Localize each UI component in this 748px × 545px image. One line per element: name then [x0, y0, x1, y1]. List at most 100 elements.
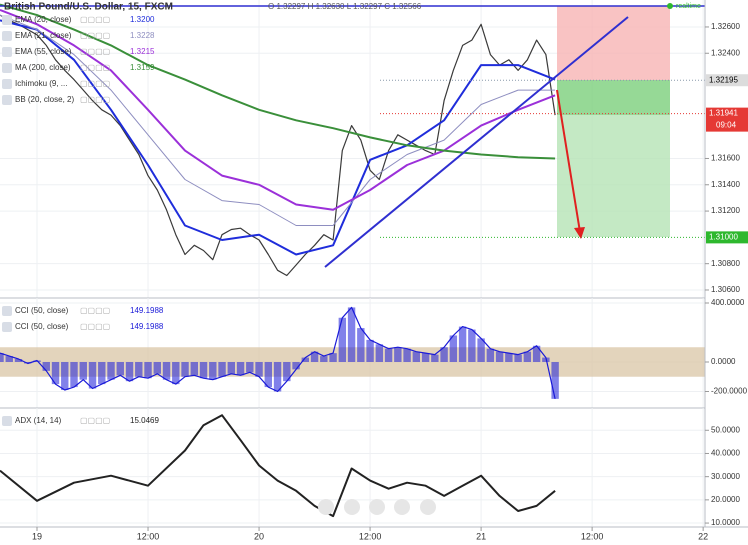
legend-value: 1.3228	[130, 31, 155, 40]
legend-icon	[2, 95, 12, 105]
bar	[514, 354, 522, 362]
bar	[255, 361, 263, 377]
label-layer: 1.30600 1.30800 1.31200 1.31400 1.31600 1.324…	[2, 15, 748, 541]
zoom-in[interactable]	[420, 499, 436, 515]
trend-line[interactable]	[324, 16, 629, 268]
y-tick-label: 1.31400	[711, 180, 740, 189]
bar	[162, 361, 171, 380]
bar	[24, 361, 32, 364]
y-tick-label: 10.0000	[711, 518, 740, 527]
legend-icon	[2, 47, 12, 57]
x-tick-label: 12:00	[581, 531, 604, 541]
bar	[209, 361, 217, 380]
bar	[523, 351, 532, 362]
profit-zone	[557, 80, 670, 115]
bar	[98, 361, 106, 385]
y-tick-label: 50.0000	[711, 425, 740, 434]
price-label: 1.31000	[709, 232, 738, 241]
legend-name: Ichimoku (9, ...	[15, 79, 67, 88]
profit-zone	[557, 115, 670, 237]
x-tick-label: 12:00	[359, 531, 382, 541]
y-tick-label: 0.0000	[711, 357, 736, 366]
bar	[357, 328, 365, 362]
navigation	[318, 499, 436, 515]
bar	[375, 344, 384, 362]
reset[interactable]	[369, 499, 385, 515]
price-label-box	[706, 231, 748, 244]
bar	[458, 326, 467, 362]
bar	[227, 361, 235, 374]
bar	[190, 361, 198, 376]
bar	[88, 361, 97, 389]
data-layer	[0, 3, 705, 518]
bar	[468, 329, 476, 362]
bar	[320, 356, 328, 362]
legend-name: EMA (20, close)	[15, 15, 72, 24]
price-label: 1.32195	[709, 75, 738, 84]
y-tick-label: 1.32400	[711, 48, 740, 57]
bar	[246, 361, 254, 373]
legend-icon	[2, 79, 12, 89]
chart-title: British Pound/U.S. Dollar, 15, FXCM	[4, 2, 173, 13]
x-tick-label: 12:00	[137, 531, 160, 541]
scroll-left[interactable]	[344, 499, 360, 515]
stop-zone	[557, 6, 670, 80]
zoom-out[interactable]	[318, 499, 334, 515]
bar	[218, 361, 226, 377]
ohlc: O 1.32297 H 1.32630 L 1.32297 C 1.32566	[268, 2, 422, 11]
legend-buttons: ▢▢▢▢	[80, 416, 110, 425]
bar	[384, 348, 393, 362]
scroll-right[interactable]	[394, 499, 410, 515]
realtime: realtime	[676, 3, 701, 10]
bar	[477, 338, 485, 362]
legend-icon	[2, 15, 12, 25]
bar	[172, 361, 180, 385]
x-tick-label: 22	[698, 531, 708, 541]
bar	[144, 361, 152, 379]
x-tick-label: 20	[254, 531, 264, 541]
legend-value: 15.0469	[130, 416, 159, 425]
series-line	[0, 14, 556, 226]
x-tick-label: 19	[32, 531, 42, 541]
legend-value: 149.1988	[130, 306, 164, 315]
bar	[505, 353, 513, 362]
bar	[431, 354, 439, 362]
y-tick-label: 1.32600	[711, 22, 740, 31]
legend-name: BB (20, close, 2)	[15, 95, 74, 104]
legend-buttons: ▢▢▢▢	[80, 306, 110, 315]
bar	[394, 347, 402, 362]
y-tick-label: 40.0000	[711, 449, 740, 458]
bar	[116, 361, 124, 376]
arrow[interactable]	[556, 89, 581, 233]
bar	[264, 361, 273, 388]
legend-value: 1.3215	[130, 47, 155, 56]
bar	[0, 353, 4, 362]
legend-name: ADX (14, 14)	[15, 416, 62, 425]
bar	[14, 359, 23, 362]
bar	[5, 356, 13, 362]
bar	[199, 361, 208, 379]
price-label-box	[706, 74, 748, 87]
price-label: 1.31941	[709, 109, 738, 118]
price-axis	[705, 0, 748, 545]
bar	[135, 361, 143, 377]
legend-value: 149.1988	[130, 322, 164, 331]
legend-icon	[2, 31, 12, 41]
y-tick-label: 1.31600	[711, 154, 740, 163]
bar	[551, 361, 559, 399]
bar	[338, 317, 347, 362]
bar	[181, 361, 189, 377]
arrow-head	[574, 227, 585, 239]
bar	[283, 361, 291, 382]
bar	[329, 353, 337, 362]
bar	[347, 307, 356, 362]
bar	[495, 351, 504, 362]
legend-icon	[2, 63, 12, 73]
legend-buttons: ▢▢▢▢	[80, 47, 110, 56]
legend-value: 1.3200	[130, 15, 155, 24]
legend-buttons: ▢▢▢▢	[80, 63, 110, 72]
legend-icon	[2, 322, 12, 332]
bar	[486, 348, 495, 362]
